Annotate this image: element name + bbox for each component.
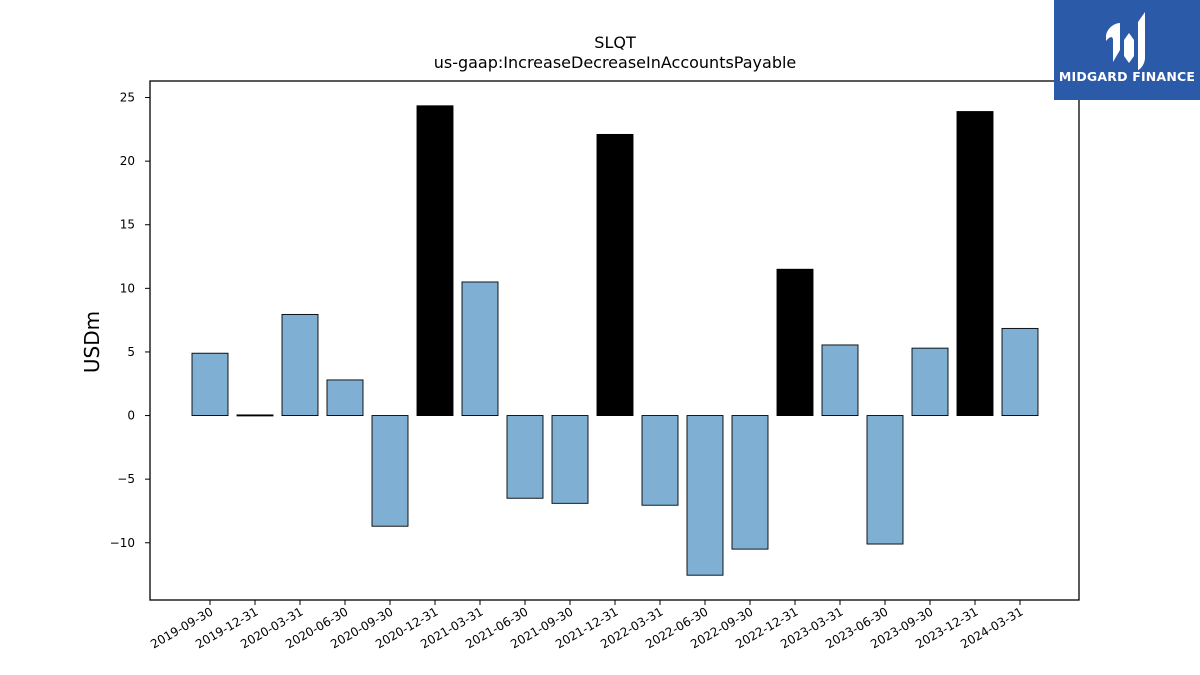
bar-2020-06-30 [326,379,364,417]
bar-2020-09-30 [371,415,409,527]
bar-2022-12-31 [776,268,814,417]
x-axis: 2019-09-302019-12-312020-03-312020-06-30… [148,600,1026,651]
plot-frame [149,80,1080,601]
y-tick-label: 5 [127,345,135,359]
bars-group [191,105,1039,576]
y-tick-label: 10 [120,281,135,295]
y-tick-label: −5 [117,472,135,486]
y-tick-label: 20 [120,154,135,168]
bar-2023-03-31 [821,344,859,417]
brand-name: MIDGARD FINANCE [1058,69,1196,84]
bar-2022-03-31 [641,415,679,506]
bar-2024-03-31 [1001,327,1039,417]
y-tick-label: 15 [120,218,135,232]
bar-2022-06-30 [686,415,724,576]
y-tick-label: 0 [127,409,135,423]
bar-2019-12-31 [236,414,274,417]
bar-2020-03-31 [281,313,319,417]
chart-title: SLQT [594,33,636,52]
y-axis-label: USDm [80,311,104,373]
bar-2020-12-31 [416,105,454,417]
brand-logo: MIDGARD FINANCE [1054,0,1200,100]
bar-2019-09-30 [191,352,229,417]
midgard-logo-icon [1106,12,1145,70]
bar-2021-12-31 [596,133,634,417]
y-tick-label: 25 [120,91,135,105]
bar-2023-09-30 [911,347,949,417]
bar-2023-12-31 [956,111,994,417]
bar-2021-03-31 [461,281,499,417]
bar-2021-09-30 [551,415,589,504]
bar-2023-06-30 [866,415,904,545]
y-axis: −10 −5 0 5 10 15 20 25 [110,91,150,550]
y-tick-label: −10 [110,536,135,550]
bar-2021-06-30 [506,415,544,499]
chart-subtitle: us-gaap:IncreaseDecreaseInAccountsPayabl… [434,53,797,72]
bar-2022-09-30 [731,415,769,550]
